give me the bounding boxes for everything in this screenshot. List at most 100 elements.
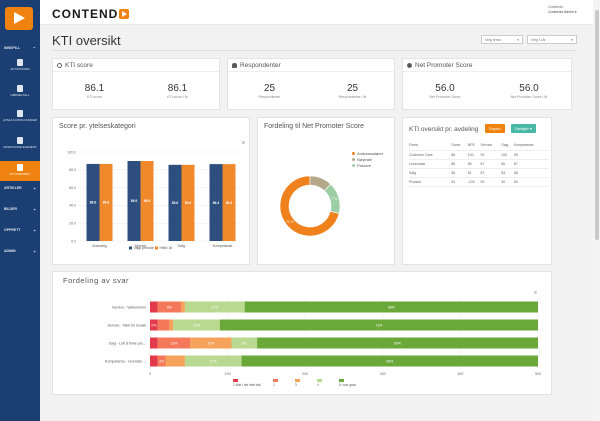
year-select[interactable]: Velg t.l.år ▾ [527,35,577,44]
column-header[interactable]: Firma [409,141,452,151]
bar-segment [157,319,170,331]
bar-segment [219,319,538,331]
kpi-label: Respondenter i år [338,95,367,99]
file-icon [17,110,23,117]
column-header[interactable]: Score [451,141,468,151]
y-tick-label: 20.0 [69,222,76,226]
table-cell: 87 [480,159,502,169]
sidebar-section-admin[interactable]: ADMIN + [0,249,40,254]
segment-data-label: 2% [159,359,164,363]
user-name: Contendo Admin ▾ [548,10,577,14]
x-tick-label: 0 [149,372,151,376]
legend-label: 3 [295,383,297,387]
table-cell: 86 [451,150,468,160]
distribution-panel: Fordeling av svar ≡ 0 100 200 300 400 500 Serv… [52,271,552,395]
sidebar-item-assistanse[interactable]: ASSISTANSE ELEMENT [0,135,40,159]
table-cell: 87 [513,159,549,169]
kpi-card-respondenter: Respondenter 25 Respondenter 25 Responde… [227,58,395,110]
details-button[interactable]: Detaljer ▾ [511,124,536,133]
person-icon [232,63,237,68]
y-tick-label: 80.0 [69,168,76,172]
year-select-value: Velg t.l.år [531,38,546,42]
bar [181,164,195,241]
sidebar-item-kti-oversikt[interactable]: KTI OVERSIKT [0,161,40,181]
segment-data-label: 10% [207,341,214,345]
legend-swatch [273,379,278,382]
sidebar-item-funder[interactable]: AVSLÅ KOSTE FUNDER [0,108,40,132]
table-cell: Salg [409,168,452,178]
sidebar-section-artikler[interactable]: ARTIKLER + [0,186,40,191]
kpi-card-kti: KTI score 86.1 KTI score 86.1 KTI score … [52,58,220,110]
brand-logo[interactable]: CONTEND [52,7,130,21]
brand-name: CONTEND [52,7,119,21]
kpi-label: Respondenter [258,95,281,99]
slice-data-label: 7 % [332,197,338,201]
slice-data-label: 71 % [286,220,294,224]
y-category-label: Salg - Lett å finne pro... [109,341,146,345]
file-icon [17,85,23,92]
segment-data-label: 6% [167,305,172,309]
kpi-card-nps: Net Promoter Score 56.0 Net Promoter Sco… [402,58,572,110]
sidebar-section-innspill[interactable]: INNSPILL ⌃ [0,46,40,51]
kpi-stat: 86.1 KTI score i år [136,83,219,99]
kpi-stat: 86.1 KTI score [53,83,136,99]
segment-data-label: 21% [211,305,218,309]
y-tick-label: 100.0 [67,150,76,154]
bar [86,163,100,241]
table-row: Leveranse 86 55 87 80 87 [409,159,549,169]
bar [168,164,182,241]
bar [99,163,113,241]
bar-data-label: 86.6 [103,201,110,205]
brand-play-icon [119,9,130,19]
kpi-value: 56.0 [435,83,455,94]
company-select[interactable]: Velg firma ▾ [481,35,523,44]
table-row: Produkt 81 -100 90 40 80 [409,177,549,187]
kpi-value: 56.0 [519,83,539,94]
export-button[interactable]: Export [485,124,505,133]
table-cell: Produkt [409,177,452,187]
kpi-value: 25 [263,83,276,94]
bar-data-label: 86.4 [226,201,233,205]
table-cell: 86 [513,168,549,178]
column-header[interactable]: Kompetanse [513,141,549,151]
column-header[interactable]: NPS [467,141,481,151]
page-scrollbar[interactable] [593,0,600,421]
kpi-stat: 56.0 Net Promoter Score i år [487,83,571,99]
sidebar-section-bilder[interactable]: BILDER + [0,207,40,212]
user-company: Contendo [548,5,564,9]
bar-segment [150,355,158,367]
legend-label: Hittil i år [160,246,173,250]
department-table-panel: KTI oversikt pr. avdeling Export Detalje… [402,117,552,265]
sidebar-item-label: AVSLÅ KOSTE FUNDER [3,118,37,122]
segment-data-label: 68% [386,359,393,363]
sidebar-item-nokkeltall[interactable]: NØKKELTALL [0,83,40,103]
card-header: Respondenter [228,59,394,72]
column-header[interactable]: Service [480,141,502,151]
legend-label: 1 ikke i det hele tatt [233,383,261,387]
table-cell: 81 [451,177,468,187]
sidebar-item-aktiviteter[interactable]: AKTIVITETER [0,57,40,77]
chart-menu-icon[interactable]: ≡ [534,290,537,296]
chart-menu-icon[interactable]: ≡ [242,140,245,146]
bar-segment [157,301,182,313]
y-tick-label: 0.0 [71,239,76,243]
user-menu[interactable]: Contendo Contendo Admin ▾ [548,5,577,15]
table-cell: 100 [467,150,481,160]
nps-donut-panel: Fordeling til Net Promoter Score 71 % 7 %… [257,117,395,265]
chevron-down-icon: ▾ [571,38,573,42]
bar [127,160,141,241]
sidebar-section-label: ARTIKLER [4,186,22,190]
legend-label: Valgt periode [134,246,154,250]
play-logo-icon[interactable] [5,7,33,30]
bar-segment [184,355,242,367]
sidebar-item-label: KTI OVERSIKT [9,172,31,176]
x-tick-label: Ansvarlig [92,244,106,248]
bar-data-label: 86.4 [213,201,220,205]
sidebar-section-opprett[interactable]: OPPRETT + [0,228,40,233]
scrollbar-thumb[interactable] [595,10,599,240]
card-title: Net Promoter Score [415,62,473,69]
x-tick-label: 200 [302,372,308,376]
legend-label: 5 i stor grad [339,383,356,387]
y-tick-label: 60.0 [69,186,76,190]
column-header[interactable]: Salg [501,141,514,151]
